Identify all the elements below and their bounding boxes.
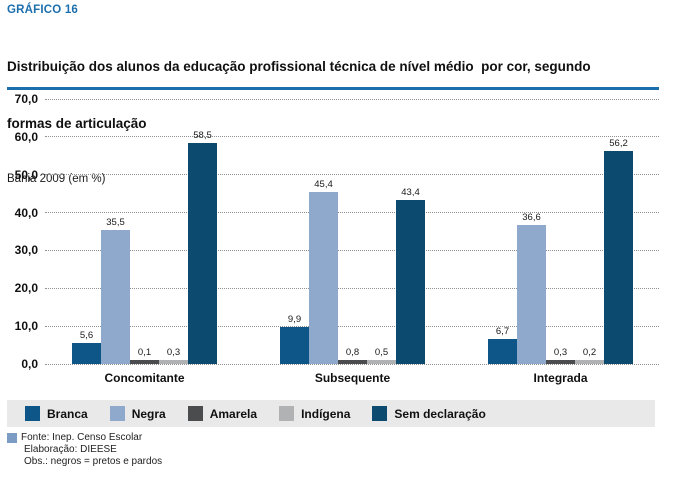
- legend-label: Sem declaração: [394, 406, 486, 421]
- chart-header: GRÁFICO 16 Distribuição dos alunos da ed…: [7, 4, 667, 185]
- bar-value-label: 45,4: [314, 179, 333, 191]
- bar-value-label: 43,4: [401, 186, 420, 198]
- bar: [72, 342, 101, 364]
- legend-swatch-icon: [372, 406, 388, 421]
- y-axis-label: 20,0: [14, 281, 38, 296]
- gridline: [45, 325, 659, 327]
- footer-source: Fonte: Inep. Censo Escolar: [21, 432, 143, 443]
- gridline: [45, 174, 659, 176]
- bar: [396, 199, 425, 364]
- chart-title: Distribuição dos alunos da educação prof…: [7, 19, 667, 171]
- footer-note: Obs.: negros = pretos e pardos: [24, 456, 163, 467]
- legend-label: Branca: [47, 406, 88, 421]
- gridline: [45, 136, 659, 138]
- bar: [309, 192, 338, 364]
- bar: [280, 326, 309, 364]
- category-label: Integrada: [533, 371, 588, 385]
- bar-value-label: 58,5: [193, 129, 212, 141]
- bar: [575, 360, 604, 364]
- legend-item: Amarela: [187, 406, 258, 421]
- footer-text: Fonte: Inep. Censo Escolar Elaboração: D…: [21, 432, 162, 468]
- gridline: [45, 363, 659, 365]
- bar-chart-plot: 70,0 60,0 50,0 40,0 30,0 20,0 10,0 0,0 5,6 35,5 0,…: [15, 92, 659, 385]
- legend-item: Indígena: [279, 406, 350, 421]
- bar: [546, 360, 575, 364]
- bar-value-label: 0,3: [553, 347, 568, 358]
- chart-title-line-1: Distribuição dos alunos da educação prof…: [7, 59, 591, 74]
- bar-value-label: 9,9: [287, 313, 302, 325]
- category-label: Subsequente: [314, 371, 391, 385]
- bar: [488, 338, 517, 364]
- gridline: [45, 249, 659, 251]
- y-axis-label: 10,0: [14, 319, 38, 334]
- bar-value-label: 35,5: [106, 216, 125, 228]
- legend-item: Branca: [25, 406, 88, 421]
- bar: [159, 360, 188, 364]
- bar-group-integrada: 6,7 36,6 0,3 0,2 56,2: [488, 99, 633, 364]
- y-axis-label: 40,0: [14, 205, 38, 220]
- bar-group-subsequente: 9,9 45,4 0,8 0,5 43,4: [280, 99, 425, 364]
- chart-title-line-2: formas de articulação: [7, 116, 147, 131]
- legend-label: Amarela: [209, 406, 258, 421]
- y-axis-label: 60,0: [14, 129, 38, 144]
- y-axis-label: 30,0: [14, 243, 38, 258]
- bar-value-label: 0,3: [166, 347, 181, 358]
- y-axis-label: 50,0: [14, 167, 38, 182]
- bar-value-label: 0,8: [345, 347, 360, 358]
- legend-swatch-icon: [25, 406, 40, 421]
- bar-value-label: 6,7: [495, 325, 510, 337]
- y-axis-label: 70,0: [14, 92, 38, 106]
- legend-swatch-icon: [279, 406, 295, 421]
- bar-value-label: 0,2: [582, 347, 597, 358]
- footer-marker-icon: [7, 433, 17, 443]
- legend-label: Indígena: [301, 406, 351, 421]
- gridline: [45, 287, 659, 289]
- category-label: Concomitante: [104, 371, 185, 385]
- bar: [338, 360, 367, 364]
- bar-value-label: 56,2: [609, 138, 628, 150]
- chart-kicker: GRÁFICO 16: [7, 4, 79, 16]
- bar: [517, 225, 546, 364]
- bar: [188, 142, 217, 364]
- bar: [367, 360, 396, 364]
- legend-label: Negra: [131, 406, 166, 421]
- legend-item: Sem declaração: [372, 406, 486, 421]
- header-divider: [7, 87, 659, 90]
- bar-value-label: 0,5: [374, 347, 389, 358]
- footer-elaboration: Elaboração: DIEESE: [24, 444, 117, 455]
- bar: [604, 151, 633, 364]
- bar-value-label: 0,1: [137, 347, 152, 358]
- bar-group-concomitante: 5,6 35,5 0,1 0,3 58,5: [72, 99, 217, 364]
- legend-swatch-icon: [109, 406, 125, 421]
- bar: [101, 229, 130, 364]
- bar-value-label: 36,6: [522, 212, 541, 224]
- gridline: [45, 212, 659, 214]
- bar: [130, 360, 159, 364]
- chart-legend: Branca Negra Amarela Indígena Sem declaração: [7, 400, 655, 427]
- y-axis-label: 0,0: [21, 357, 38, 371]
- chart-subtitle: Bahia 2009 (em %): [7, 173, 106, 185]
- legend-swatch-icon: [187, 406, 203, 421]
- chart-footer: Fonte: Inep. Censo Escolar Elaboração: D…: [7, 432, 162, 468]
- gridline: [45, 98, 659, 100]
- bar-value-label: 5,6: [79, 329, 94, 341]
- legend-item: Negra: [109, 406, 166, 421]
